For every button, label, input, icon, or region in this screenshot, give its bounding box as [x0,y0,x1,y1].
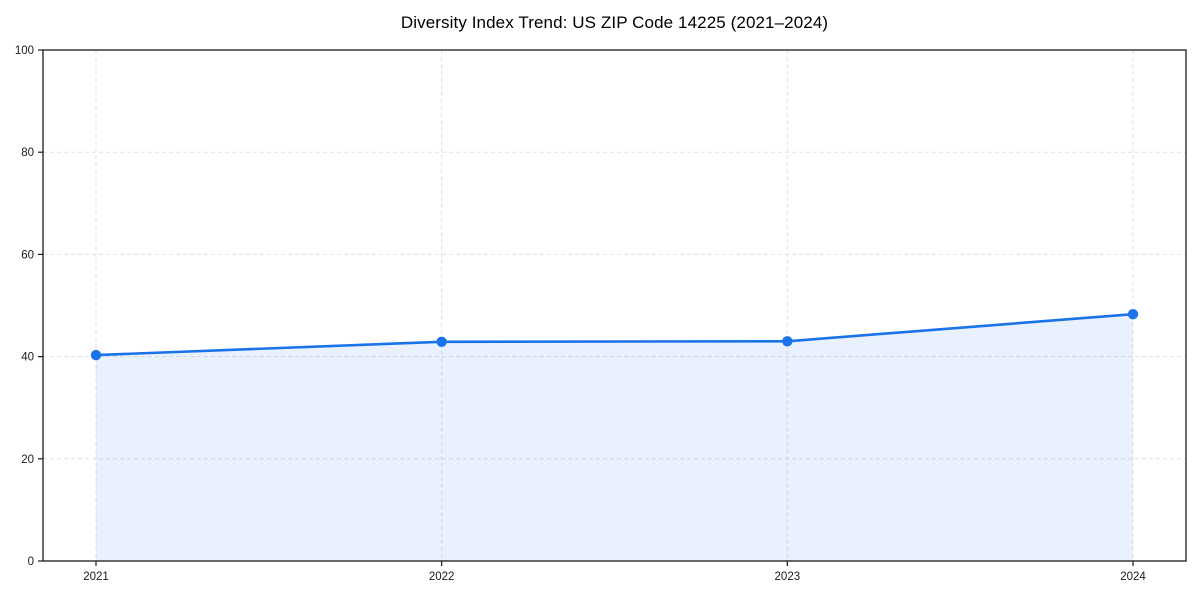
x-tick-label: 2021 [83,571,109,583]
y-tick-label: 100 [15,45,34,57]
y-tick-label: 80 [21,147,34,159]
trend-line [94,312,1135,357]
y-tick-label: 20 [21,454,34,466]
area-fill [96,314,1133,561]
data-point [90,349,102,361]
x-tick-label: 2023 [775,571,801,583]
data-point [1127,308,1139,320]
y-tick-label: 60 [21,249,34,261]
y-tick-label: 0 [28,556,34,568]
chart-title: Diversity Index Trend: US ZIP Code 14225… [400,13,829,32]
plot-spines [42,49,1187,562]
x-tick-label: 2024 [1120,571,1146,583]
x-tick-label: 2022 [429,571,455,583]
data-point [436,336,447,347]
data-point [782,336,793,347]
y-tick-label: 40 [21,352,34,364]
